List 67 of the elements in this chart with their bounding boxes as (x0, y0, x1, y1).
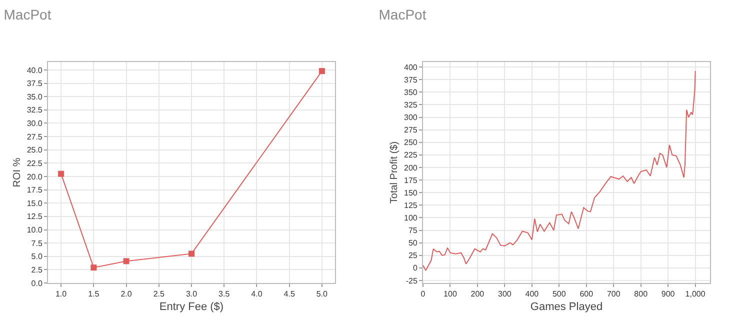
y-tick-label: 5.0 (31, 252, 43, 262)
x-tick-label: 400 (525, 290, 540, 299)
x-axis-title: Games Played (530, 300, 603, 313)
y-tick-label: 25 (408, 251, 418, 260)
x-tick-label: 1.0 (55, 290, 68, 299)
y-tick-label: 200 (404, 163, 418, 172)
y-tick-label: 225 (404, 150, 418, 160)
y-tick-label: 10.0 (26, 226, 43, 235)
x-tick-label: 4.5 (284, 290, 296, 299)
y-tick-label: 100 (404, 214, 418, 222)
y-tick-label: 350 (404, 88, 418, 97)
x-tick-label: 2.0 (120, 290, 132, 299)
x-tick-label: 3.5 (218, 290, 230, 299)
x-tick-label: 100 (444, 290, 458, 299)
y-tick-label: 150 (404, 188, 418, 198)
y-tick-label: 37.5 (26, 79, 43, 88)
y-tick-label: 275 (404, 126, 418, 135)
x-tick-label: 5.0 (316, 290, 328, 299)
x-tick-label: 700 (606, 290, 621, 299)
y-tick-label: 17.5 (26, 186, 43, 195)
point (58, 170, 64, 177)
x-tick-label: 500 (552, 290, 566, 299)
y-tick-label: 12.5 (26, 212, 43, 222)
x-tick-label: 900 (661, 290, 676, 299)
point (123, 258, 130, 264)
y-tick-label: 15.0 (26, 198, 43, 208)
y-axis-title: ROI % (12, 158, 23, 188)
y-tick-label: 30.0 (26, 119, 43, 128)
x-tick-label: 1.5 (88, 290, 100, 299)
y-tick-label: 175 (404, 176, 418, 185)
y-axis-title: Total Profit ($) (389, 141, 400, 204)
x-tick-label: 300 (498, 290, 512, 299)
y-tick-label: 0.0 (31, 278, 43, 288)
point (318, 68, 325, 74)
y-tick-label: 35.0 (26, 92, 43, 102)
y-tick-label: 300 (404, 113, 418, 122)
y-tick-label: 20.0 (26, 172, 43, 182)
y-tick-label: 400 (404, 62, 418, 72)
y-tick-label: 0 (412, 264, 418, 273)
line-series (423, 70, 696, 271)
point (90, 264, 97, 271)
y-tick-label: 75 (408, 226, 418, 236)
y-tick-label: 40.0 (26, 66, 43, 75)
y-tick-label: -25 (406, 276, 418, 286)
y-tick-label: 7.5 (31, 238, 43, 248)
y-tick-label: 325 (404, 100, 418, 110)
y-tick-label: 250 (404, 138, 418, 148)
y-tick-label: 2.5 (31, 265, 43, 274)
x-tick-label: 4.0 (251, 290, 263, 299)
y-tick-label: 27.5 (26, 132, 43, 142)
point (188, 250, 194, 257)
y-tick-label: 32.5 (26, 106, 43, 115)
x-tick-label: 0 (420, 290, 426, 299)
x-tick-label: 600 (580, 290, 594, 299)
y-tick-label: 50 (408, 238, 418, 248)
x-tick-label: 2.5 (153, 290, 165, 299)
chart-title: MacPot (378, 6, 426, 22)
y-tick-label: 375 (404, 75, 418, 84)
y-tick-label: 25.0 (26, 146, 43, 155)
chart-title: MacPot (4, 6, 52, 22)
x-axis-title: Entry Fee ($) (159, 300, 224, 313)
x-tick-label: 200 (470, 290, 485, 299)
x-tick-label: 3.0 (186, 290, 198, 299)
y-tick-label: 125 (404, 200, 418, 210)
y-tick-label: 22.5 (26, 158, 43, 168)
x-tick-label: 1,000 (685, 290, 706, 299)
x-tick-label: 800 (634, 290, 648, 299)
